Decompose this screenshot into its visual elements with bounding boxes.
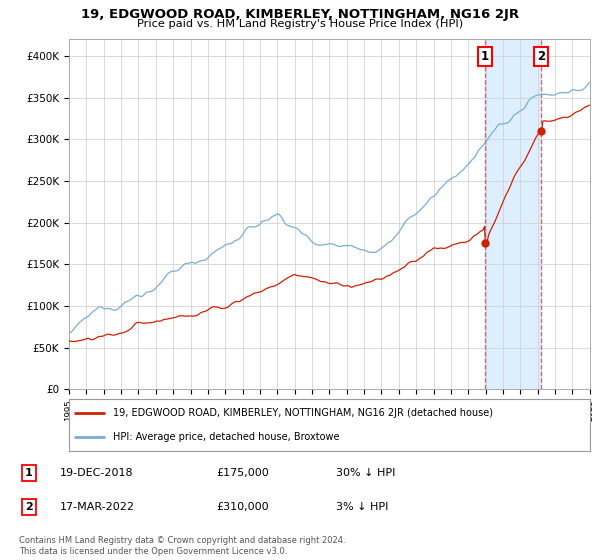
Text: 30% ↓ HPI: 30% ↓ HPI [336, 468, 395, 478]
Text: 19, EDGWOOD ROAD, KIMBERLEY, NOTTINGHAM, NG16 2JR: 19, EDGWOOD ROAD, KIMBERLEY, NOTTINGHAM,… [81, 8, 519, 21]
Bar [485, 39, 541, 389]
Text: 1: 1 [25, 468, 32, 478]
Text: 19, EDGWOOD ROAD, KIMBERLEY, NOTTINGHAM, NG16 2JR (detached house): 19, EDGWOOD ROAD, KIMBERLEY, NOTTINGHAM,… [113, 408, 493, 418]
Text: 2: 2 [25, 502, 32, 512]
Text: 2: 2 [538, 50, 545, 63]
Text: £175,000: £175,000 [216, 468, 269, 478]
Text: HPI: Average price, detached house, Broxtowe: HPI: Average price, detached house, Brox… [113, 432, 340, 442]
Text: Price paid vs. HM Land Registry's House Price Index (HPI): Price paid vs. HM Land Registry's House … [137, 19, 463, 29]
Text: 19-DEC-2018: 19-DEC-2018 [60, 468, 134, 478]
Text: 3% ↓ HPI: 3% ↓ HPI [336, 502, 388, 512]
Text: 17-MAR-2022: 17-MAR-2022 [60, 502, 135, 512]
Text: 1: 1 [481, 50, 489, 63]
Text: £310,000: £310,000 [216, 502, 269, 512]
Text: Contains HM Land Registry data © Crown copyright and database right 2024.
This d: Contains HM Land Registry data © Crown c… [19, 536, 346, 556]
